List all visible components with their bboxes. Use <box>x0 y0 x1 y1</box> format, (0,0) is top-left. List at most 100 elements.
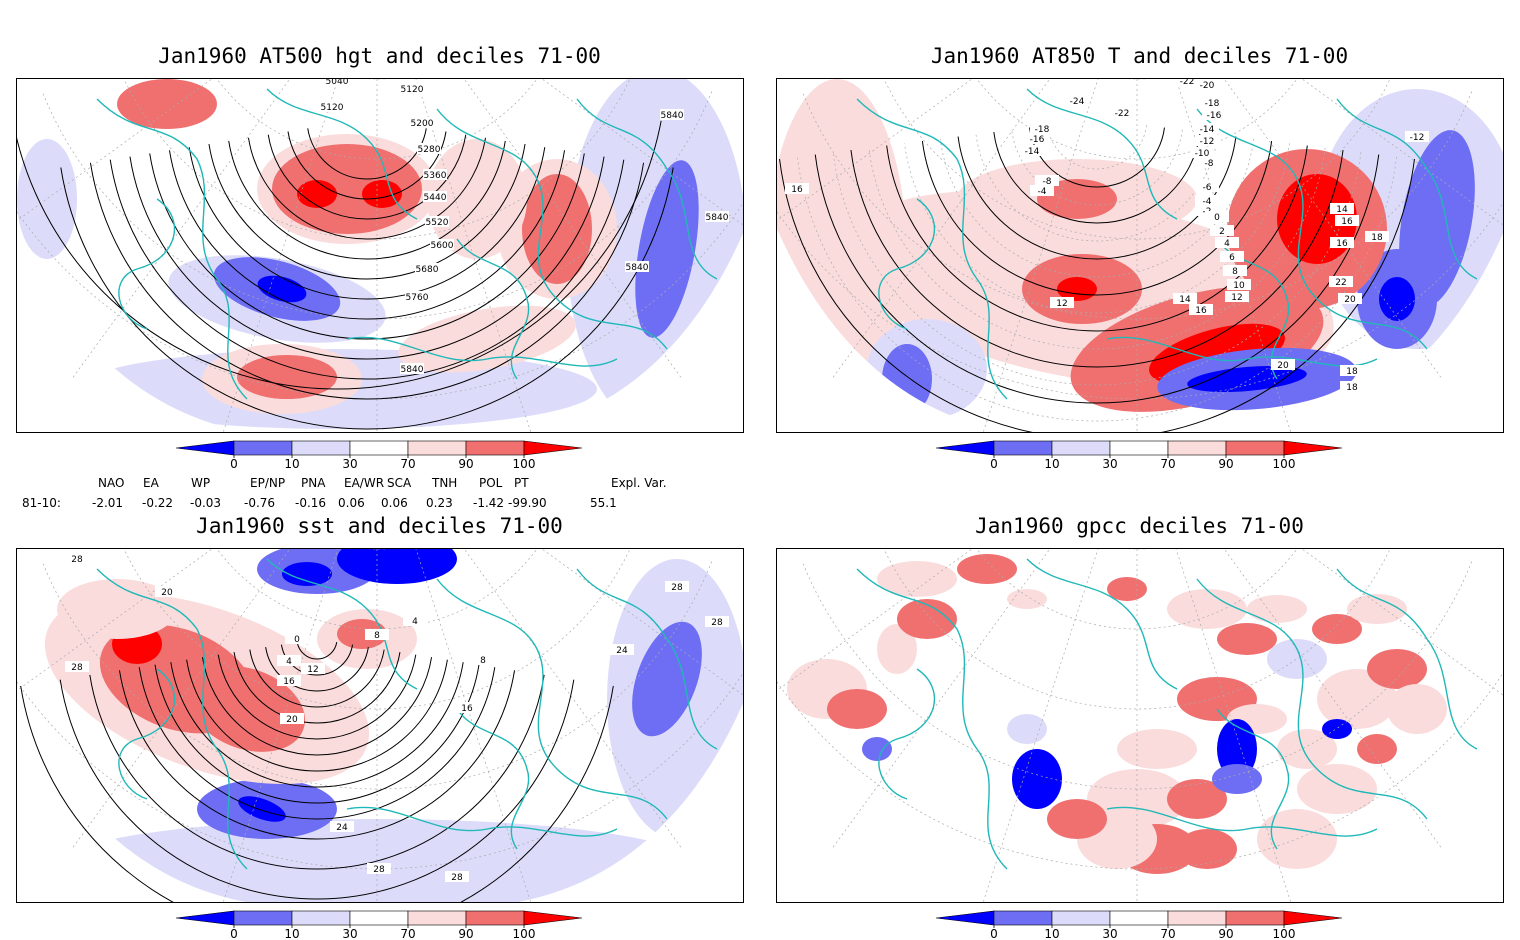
panel-title-hgt500: Jan1960 AT500 hgt and deciles 71-00 <box>158 44 601 68</box>
colorbar-segment <box>175 910 235 926</box>
contour-label: -22 <box>1180 79 1195 87</box>
contour-label: 18 <box>1346 383 1358 393</box>
graticule-line <box>17 79 213 221</box>
colorbar-segment <box>1225 910 1285 926</box>
contour-label-bg <box>1195 135 1219 146</box>
contour-label-bg <box>1173 293 1197 304</box>
contour-label: 14 <box>1336 205 1348 215</box>
contour-label-bg <box>415 263 439 274</box>
decile-shading <box>117 79 217 129</box>
contour-line <box>149 153 585 340</box>
contour-label-bg <box>665 581 689 592</box>
indices-row-label: 81-10: <box>22 496 61 510</box>
contour-line <box>129 156 605 360</box>
colorbar: 0 10 30 70 90 100 <box>170 438 590 474</box>
colorbar-tick-label: 0 <box>230 457 238 471</box>
panel-title-gpcc: Jan1960 gpcc deciles 71-00 <box>975 514 1304 538</box>
contour-label: -8 <box>1205 159 1214 169</box>
graticule-line <box>777 672 1503 870</box>
contour-line <box>993 131 1201 224</box>
colorbar-segment <box>993 440 1053 456</box>
decile-shading <box>1217 719 1257 779</box>
contour-line <box>20 685 614 902</box>
indices-table: 81-10: NAO EA WP EP/NP PNA EA/WR SCA TNH POL PT Ex… <box>0 474 760 514</box>
colorbar-segment <box>291 910 351 926</box>
decile-shading <box>17 139 77 259</box>
coastline <box>118 198 176 330</box>
contour-label-bg <box>705 616 729 627</box>
graticule-line <box>216 79 538 160</box>
colorbar-segment <box>1167 440 1227 456</box>
contour-label-bg <box>471 654 495 665</box>
contour-label-bg <box>1030 185 1054 196</box>
contour-line <box>779 159 1415 432</box>
colorbar-segment <box>1283 440 1343 456</box>
decile-shading <box>1312 614 1362 644</box>
graticule-line <box>777 549 973 691</box>
graticule-line <box>17 549 213 691</box>
colorbar-tick-label: 0 <box>990 927 998 940</box>
decile-shading <box>257 275 307 303</box>
colorbar-tick-label: 0 <box>990 457 998 471</box>
contour-label: 16 <box>283 677 295 687</box>
contour-label: 20 <box>161 588 173 598</box>
contour-label-bg <box>1223 265 1247 276</box>
index-value: -0.22 <box>142 496 174 510</box>
contour-label: 28 <box>711 618 723 628</box>
domain-mask <box>1277 233 1503 432</box>
decile-shading <box>1007 589 1047 609</box>
colorbar-segment <box>1283 910 1343 926</box>
contour-label: -16 <box>1207 111 1222 121</box>
contour-line <box>168 150 566 320</box>
contour-label: 28 <box>71 555 83 565</box>
graticule-line <box>976 79 1298 160</box>
graticule-line <box>222 79 339 432</box>
decile-shading <box>862 737 892 761</box>
domain-mask <box>517 233 743 432</box>
contour-line <box>109 159 625 380</box>
colorbar-segment <box>407 440 467 456</box>
contour-label-bg <box>1271 359 1295 370</box>
coastline <box>856 98 1008 400</box>
map-gpcc <box>777 549 1503 902</box>
colorbar-segment <box>523 440 583 456</box>
contour-line <box>287 131 447 200</box>
contour-label-bg <box>1189 304 1213 315</box>
contour-label: 16 <box>1336 239 1348 249</box>
colorbar-tick-label: 100 <box>1273 927 1296 940</box>
decile-shading <box>1167 589 1247 629</box>
contour-label-bg <box>625 261 649 272</box>
contour-label: -14 <box>1025 147 1040 157</box>
decile-shading <box>1277 729 1337 769</box>
coastline <box>576 98 718 280</box>
decile-shading <box>1012 749 1062 809</box>
decile-shading <box>1367 649 1427 689</box>
contour-label: 16 <box>791 185 803 195</box>
coastline <box>266 88 418 220</box>
coastline <box>456 238 530 380</box>
contour-label: -4 <box>1038 187 1047 197</box>
domain-mask <box>777 699 1007 902</box>
contour-label: 0 <box>294 635 300 645</box>
contour-label-bg <box>277 675 301 686</box>
decile-shading <box>297 180 337 208</box>
contour-label: 20 <box>286 715 298 725</box>
contour-label-bg <box>400 363 424 374</box>
colorbar-tick-label: 30 <box>342 927 357 940</box>
colorbar-segment <box>465 440 525 456</box>
coastline <box>436 108 668 350</box>
map-panel-t850: -20 -22 -18 -16 -24 -18 -16 -14 -22 -12 -14 -10 -8 -8… <box>776 78 1504 433</box>
map-sst: 28 20 28 0 4 8 12 16 20 24 28 28 28 24 28 16 8 4 <box>17 549 743 902</box>
contour-label: 12 <box>1231 293 1242 303</box>
contour-label-bg <box>367 863 391 874</box>
colorbar-segment <box>1167 910 1227 926</box>
contour-label-bg <box>1340 381 1364 392</box>
contour-line <box>154 664 480 804</box>
graticule-line <box>831 549 1051 850</box>
colorbar-tick-label: 30 <box>342 457 357 471</box>
contour-label: -8 <box>1043 177 1052 187</box>
decile-shading <box>1187 365 1307 393</box>
contour-label: 10 <box>1233 281 1245 291</box>
contour-line <box>267 134 467 220</box>
graticule-line <box>777 202 1503 400</box>
